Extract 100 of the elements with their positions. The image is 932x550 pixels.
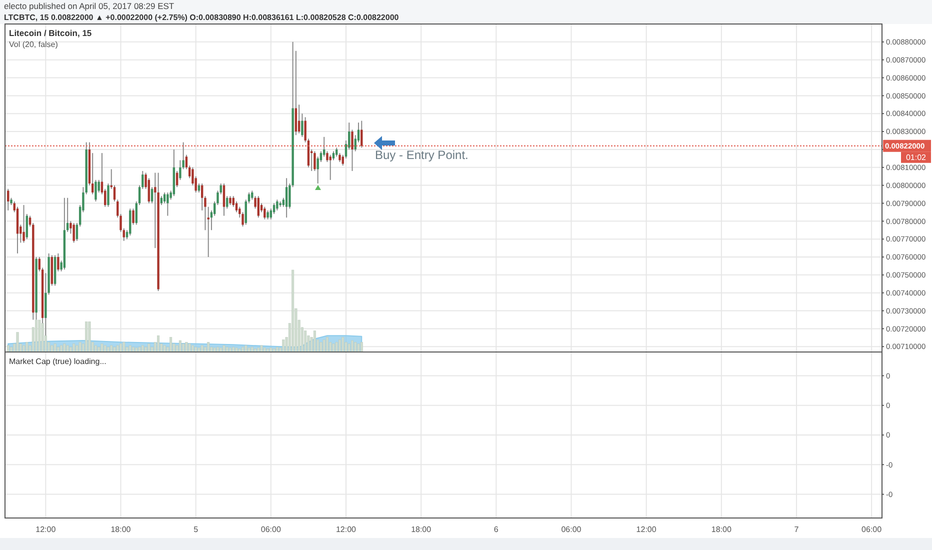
bar: [222, 345, 226, 352]
x-tick-label: 12:00: [336, 525, 357, 534]
bar: [104, 345, 106, 352]
bar: [276, 346, 278, 352]
bar: [110, 345, 113, 352]
x-tick-label: 06:00: [862, 525, 882, 534]
x-tick-label: 18:00: [711, 525, 732, 534]
bar: [72, 344, 76, 352]
text: Litecoin / Bitcoin, 15: [9, 28, 92, 38]
candlestick: [7, 188, 10, 211]
bar: [41, 323, 44, 352]
text: Vol (20, false): [9, 40, 58, 49]
bar: [342, 337, 344, 352]
bar: [207, 342, 210, 352]
bar: [141, 345, 144, 352]
bar: [135, 348, 138, 352]
bar: [6, 345, 10, 352]
bar: [326, 337, 328, 352]
bar: [88, 322, 91, 352]
bar: [198, 348, 200, 352]
bar: [250, 346, 254, 352]
candlestick: [294, 50, 298, 136]
bar: [194, 346, 198, 352]
bar: [157, 335, 160, 352]
bar: [50, 345, 54, 352]
bar: [263, 348, 266, 352]
bar: [128, 345, 132, 352]
bar: [60, 345, 63, 352]
x-tick-label: 18:00: [110, 525, 132, 534]
bar: [120, 344, 122, 352]
bar: [113, 346, 116, 352]
candlestick: [264, 206, 266, 220]
candlestick: [166, 192, 169, 216]
bar: [272, 348, 276, 352]
bar: [304, 330, 307, 352]
annotation: Buy - Entry Point.: [375, 148, 468, 162]
candlestick: [129, 208, 132, 236]
bar: [270, 348, 272, 352]
bar: [138, 346, 141, 352]
bar: [322, 340, 326, 352]
bar: [78, 342, 82, 352]
bar: [360, 342, 363, 352]
candlestick: [257, 196, 260, 218]
bar: [116, 345, 119, 352]
bar: [188, 344, 191, 352]
bar: [182, 344, 185, 352]
bar: [85, 322, 88, 352]
bar: [292, 270, 294, 352]
bar: [54, 344, 56, 352]
bar: [94, 345, 97, 352]
bar: [357, 344, 360, 352]
bar: [248, 348, 250, 352]
bar: [163, 345, 166, 352]
bar: [348, 344, 350, 352]
bar: [22, 345, 26, 352]
bar: [228, 348, 232, 352]
bar: [26, 342, 28, 352]
candlestick: [276, 199, 278, 211]
candlestick: [72, 222, 75, 244]
bar: [185, 342, 188, 352]
x-tick-label: 06:00: [561, 525, 582, 534]
bar: [238, 348, 241, 352]
bar: [338, 340, 341, 352]
bar: [66, 345, 69, 352]
bar: [35, 320, 38, 352]
bar: [148, 344, 150, 352]
bar: [38, 320, 41, 352]
bar: [260, 345, 263, 352]
text: LTCBTC, 15 0.00822000 ▲ +0.00022000 (+2.75%) O:0.00830890 H:0.00836161 L:0.00820528 C:0.00822000: [4, 13, 400, 22]
candlestick: [132, 208, 134, 226]
x-tick-label: 6: [494, 525, 499, 534]
bar: [76, 345, 78, 352]
bar: [191, 345, 194, 352]
bar: [170, 337, 172, 352]
bar: [332, 344, 335, 352]
bar: [213, 348, 216, 352]
bar: [354, 342, 357, 352]
bar: [63, 344, 66, 352]
bar: [320, 342, 322, 352]
x-tick-label: 12:00: [636, 525, 657, 534]
candlestick: [285, 178, 288, 218]
bar: [335, 342, 338, 352]
candlestick: [57, 252, 60, 272]
bar: [244, 345, 248, 352]
bar: [226, 346, 228, 352]
bar: [313, 330, 316, 352]
x-tick-label: 06:00: [260, 525, 282, 534]
candlestick: [360, 120, 363, 148]
bar: [122, 342, 126, 352]
candlestick: [22, 204, 25, 244]
text: 01:02: [906, 153, 927, 162]
bar: [200, 345, 204, 352]
x-tick-label: 12:00: [36, 525, 56, 534]
x-tick-label: 18:00: [411, 525, 432, 534]
x-tick-label: 5: [194, 525, 199, 534]
bar: [16, 332, 19, 352]
bar: [98, 346, 100, 352]
bar: [100, 344, 104, 352]
bar: [235, 348, 238, 352]
bar: [282, 340, 285, 352]
